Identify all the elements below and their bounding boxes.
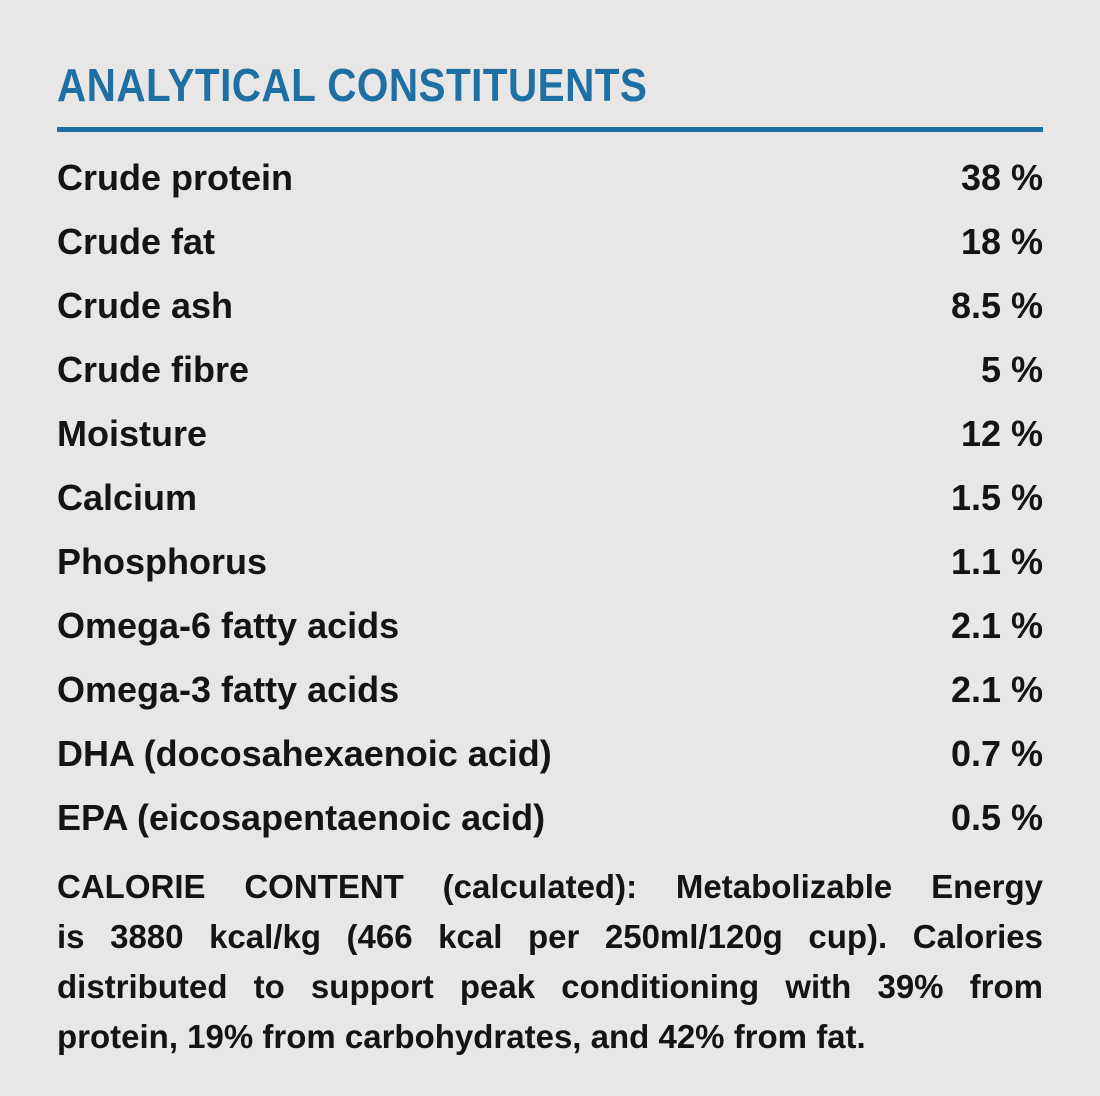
nutrient-value: 18 % <box>960 221 1043 262</box>
table-row: Phosphorus 1.1 % <box>57 530 1043 594</box>
table-row: Moisture 12 % <box>57 402 1043 466</box>
nutrient-table: Crude protein 38 % Crude fat 18 % Crude … <box>57 146 1043 850</box>
nutrient-label: Crude protein <box>57 157 294 198</box>
table-row: EPA (eicosapentaenoic acid) 0.5 % <box>57 786 1043 850</box>
divider <box>57 127 1043 132</box>
nutrient-value: 1.5 % <box>950 477 1043 518</box>
paragraph-line: distributed to support peak conditioning… <box>57 968 1043 1005</box>
nutrient-value: 5 % <box>980 349 1043 390</box>
calorie-paragraph: CALORIE CONTENT (calculated): Metaboliza… <box>57 862 1043 1062</box>
nutrient-label: Phosphorus <box>57 541 268 582</box>
nutrient-value: 1.1 % <box>950 541 1043 582</box>
table-row: Omega-6 fatty acids 2.1 % <box>57 594 1043 658</box>
nutrient-label: Omega-6 fatty acids <box>57 605 400 646</box>
nutrient-value: 8.5 % <box>950 285 1043 326</box>
nutrient-value: 2.1 % <box>950 669 1043 710</box>
analytical-constituents-section: ANALYTICAL CONSTITUENTS Crude protein 38… <box>57 62 1043 1062</box>
table-row: Crude ash 8.5 % <box>57 274 1043 338</box>
nutrient-value: 0.7 % <box>950 733 1043 774</box>
nutrient-label: DHA (docosahexaenoic acid) <box>57 733 552 774</box>
paragraph-line: is 3880 kcal/kg (466 kcal per 250ml/120g… <box>57 918 1043 955</box>
nutrient-value: 2.1 % <box>950 605 1043 646</box>
nutrient-label: Crude fat <box>57 221 216 262</box>
table-row: Calcium 1.5 % <box>57 466 1043 530</box>
nutrient-value: 38 % <box>960 157 1043 198</box>
nutrient-label: Crude fibre <box>57 349 250 390</box>
table-row: DHA (docosahexaenoic acid) 0.7 % <box>57 722 1043 786</box>
table-row: Omega-3 fatty acids 2.1 % <box>57 658 1043 722</box>
nutrient-value: 12 % <box>960 413 1043 454</box>
table-row: Crude protein 38 % <box>57 146 1043 210</box>
nutrient-label: Moisture <box>57 413 208 454</box>
paragraph-line: protein, 19% from carbohydrates, and 42%… <box>57 1018 866 1055</box>
nutrient-label: Calcium <box>57 477 198 518</box>
table-row: Crude fat 18 % <box>57 210 1043 274</box>
nutrient-value: 0.5 % <box>950 797 1043 838</box>
nutrient-label: Crude ash <box>57 285 234 326</box>
table-row: Crude fibre 5 % <box>57 338 1043 402</box>
nutrient-label: EPA (eicosapentaenoic acid) <box>57 797 546 838</box>
nutrient-label: Omega-3 fatty acids <box>57 669 400 710</box>
paragraph-line: CALORIE CONTENT (calculated): Metaboliza… <box>57 868 1043 905</box>
section-title: ANALYTICAL CONSTITUENTS <box>57 59 648 111</box>
